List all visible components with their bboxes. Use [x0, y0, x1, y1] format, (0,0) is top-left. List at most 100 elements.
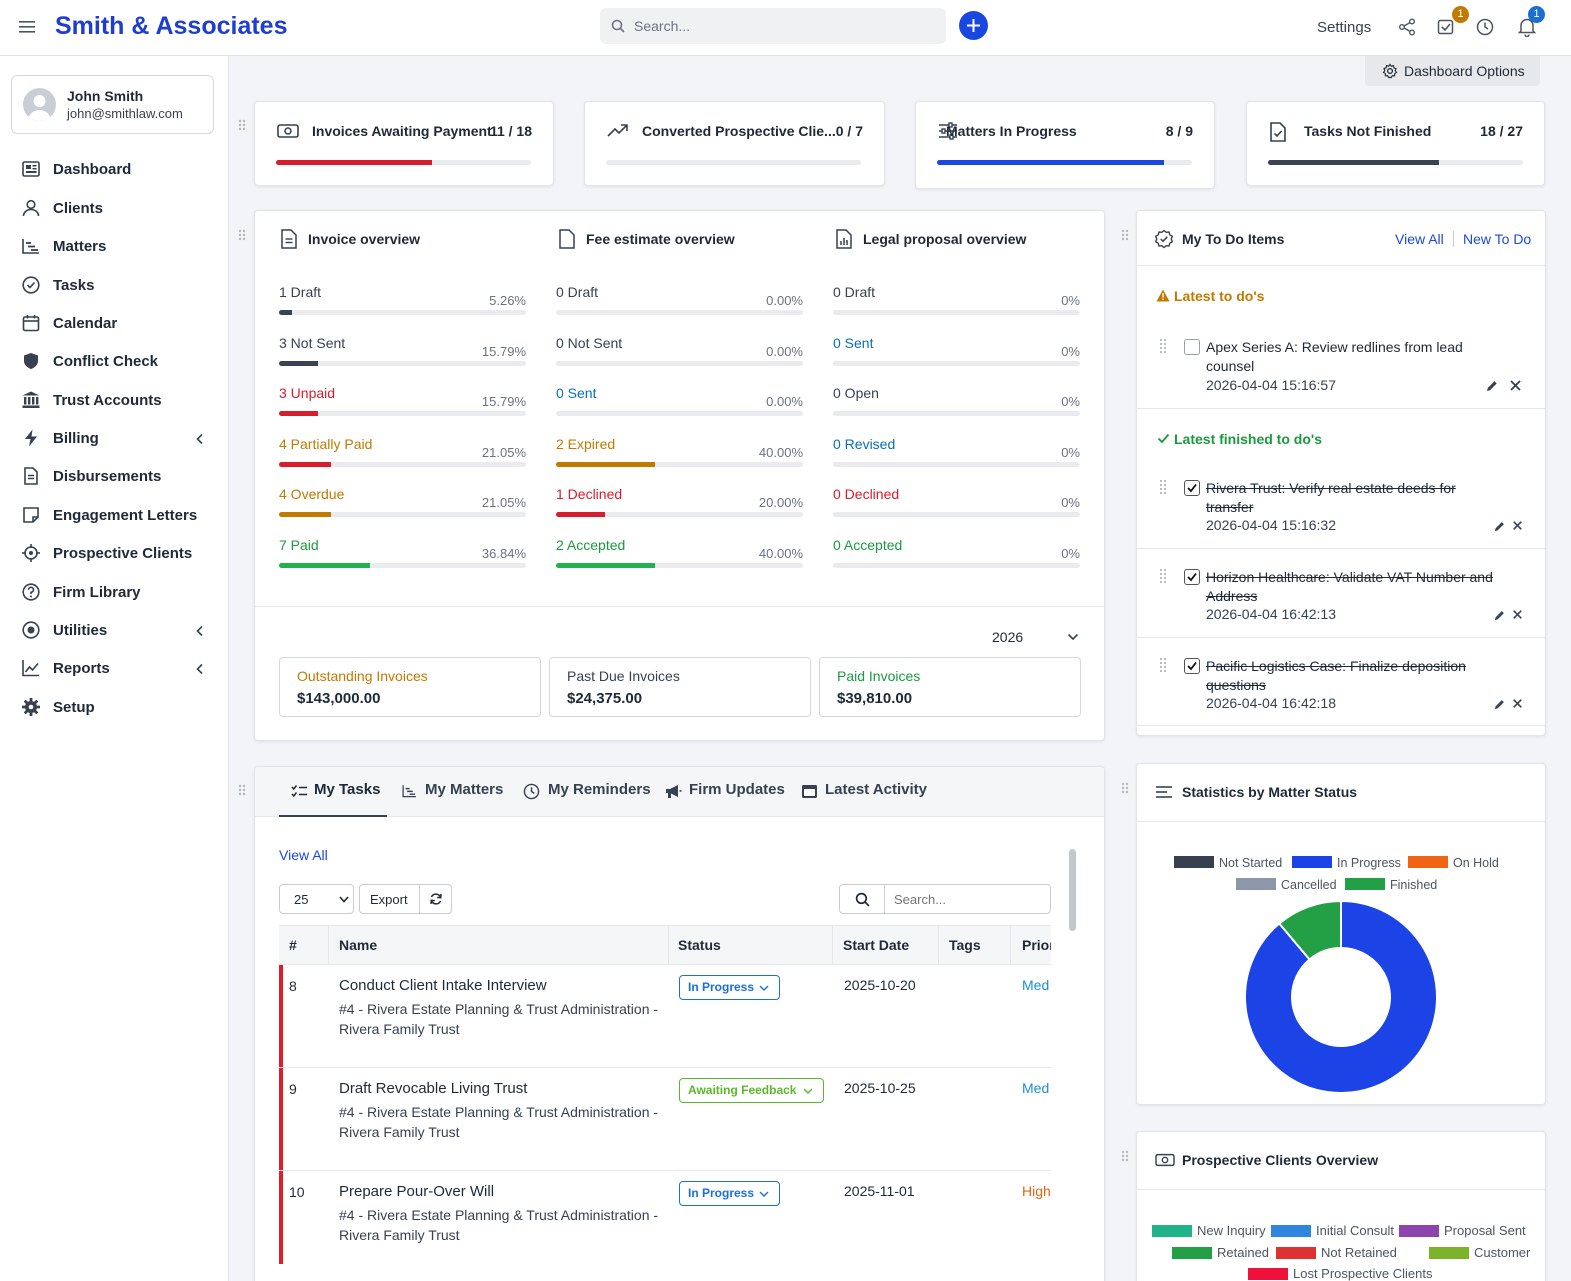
task-name[interactable]: Draft Revocable Living Trust	[339, 1080, 528, 1097]
legend-label[interactable]: New Inquiry	[1197, 1223, 1266, 1238]
legend-label[interactable]: Finished	[1390, 878, 1437, 892]
legend-swatch[interactable]	[1172, 1247, 1212, 1259]
todo-checkbox[interactable]	[1184, 339, 1200, 355]
scrollbar[interactable]	[1068, 845, 1078, 1265]
legend-label[interactable]: Customer	[1474, 1245, 1531, 1260]
dashboard-options-button[interactable]: Dashboard Options	[1365, 56, 1540, 86]
column-header[interactable]: #	[289, 937, 297, 953]
drag-handle-icon[interactable]	[1159, 479, 1167, 495]
brand-title[interactable]: Smith & Associates	[55, 12, 288, 40]
task-matter[interactable]: #4 - Rivera Estate Planning & Trust Admi…	[339, 1104, 659, 1140]
sidebar-item-utilities[interactable]: Utilities	[0, 614, 229, 648]
drag-handle-icon[interactable]	[1159, 338, 1167, 354]
sidebar-item-dashboard[interactable]: Dashboard	[0, 153, 229, 187]
overview-row-label[interactable]: 2 Accepted	[556, 537, 626, 553]
edit-icon[interactable]	[1493, 609, 1506, 622]
task-name[interactable]: Conduct Client Intake Interview	[339, 977, 547, 994]
column-header[interactable]: Start Date	[843, 937, 910, 953]
task-name[interactable]: Prepare Pour-Over Will	[339, 1183, 495, 1200]
tab-my-reminders[interactable]: My Reminders	[548, 781, 651, 798]
stat-card-invoices[interactable]: Invoices Awaiting Payment 11 / 18	[254, 101, 554, 186]
legend-label[interactable]: Initial Consult	[1316, 1223, 1395, 1238]
legend-label[interactable]: Proposal Sent	[1444, 1223, 1526, 1238]
close-icon[interactable]	[1509, 379, 1522, 392]
year-select[interactable]: 2026	[981, 628, 1081, 648]
legend-label[interactable]: Lost Prospective Clients	[1293, 1266, 1433, 1281]
task-matter[interactable]: #4 - Rivera Estate Planning & Trust Admi…	[339, 1207, 659, 1243]
status-dropdown[interactable]: Awaiting Feedback	[679, 1078, 824, 1103]
overview-row-label[interactable]: 0 Revised	[833, 435, 896, 452]
legend-label[interactable]: Retained	[1217, 1245, 1270, 1260]
user-card[interactable]: John Smith john@smithlaw.com	[11, 75, 214, 134]
overview-row-label[interactable]: 0 Open	[833, 385, 879, 402]
past-due-invoices-box[interactable]: Past Due Invoices $24,375.00	[549, 657, 811, 717]
legend-label[interactable]: Not Started	[1219, 856, 1282, 870]
legend-swatch[interactable]	[1399, 1225, 1439, 1237]
global-search[interactable]	[600, 8, 946, 44]
drag-handle-icon[interactable]	[238, 784, 246, 796]
tab-my-tasks[interactable]: My Tasks	[314, 781, 381, 798]
sidebar-item-engagement-letters[interactable]: Engagement Letters	[0, 499, 229, 533]
legend-swatch[interactable]	[1429, 1247, 1469, 1259]
sidebar-item-prospective-clients[interactable]: Prospective Clients	[0, 537, 229, 571]
table-row[interactable]: 10 Prepare Pour-Over Will #4 - Rivera Es…	[279, 1171, 1051, 1264]
tab-latest-activity[interactable]: Latest Activity	[825, 781, 927, 798]
legend-swatch[interactable]	[1408, 856, 1448, 868]
overview-row-label[interactable]: 3 Not Sent	[279, 334, 346, 351]
donut-slice-finished[interactable]	[1277, 899, 1342, 961]
table-row[interactable]: 8 Conduct Client Intake Interview #4 - R…	[279, 965, 1051, 1068]
drag-handle-icon[interactable]	[1121, 782, 1129, 794]
todo-checkbox-checked[interactable]	[1184, 658, 1200, 674]
view-all-tasks-link[interactable]: View All	[279, 847, 328, 863]
legend-swatch[interactable]	[1276, 1247, 1316, 1259]
drag-handle-icon[interactable]	[1121, 229, 1129, 241]
sidebar-item-billing[interactable]: Billing	[0, 422, 229, 456]
overview-row-label[interactable]: 4 Partially Paid	[279, 435, 373, 452]
search-input[interactable]	[634, 8, 934, 44]
outstanding-invoices-box[interactable]: Outstanding Invoices $143,000.00	[279, 657, 541, 717]
paid-invoices-box[interactable]: Paid Invoices $39,810.00	[819, 657, 1081, 717]
settings-link[interactable]: Settings	[1317, 19, 1372, 36]
sidebar-item-conflict-check[interactable]: Conflict Check	[0, 345, 229, 379]
legend-label[interactable]: On Hold	[1453, 856, 1499, 870]
close-icon[interactable]	[1512, 520, 1523, 531]
status-dropdown[interactable]: In Progress	[679, 1181, 780, 1206]
drag-handle-icon[interactable]	[1159, 568, 1167, 584]
export-button[interactable]: Export	[370, 892, 408, 907]
column-header[interactable]: Prior	[1022, 937, 1051, 953]
sidebar-item-matters[interactable]: Matters	[0, 230, 229, 264]
legend-swatch[interactable]	[1152, 1225, 1192, 1237]
overview-row-label[interactable]: 0 Sent	[833, 334, 874, 351]
sidebar-item-disbursements[interactable]: Disbursements	[0, 460, 229, 494]
sidebar-item-calendar[interactable]: Calendar	[0, 307, 229, 341]
close-icon[interactable]	[1512, 609, 1523, 620]
overview-row-label[interactable]: 2 Expired	[556, 435, 616, 452]
legend-swatch[interactable]	[1292, 856, 1332, 868]
overview-row-label[interactable]: 1 Draft	[279, 284, 322, 300]
column-header[interactable]: Tags	[949, 937, 981, 953]
tab-firm-updates[interactable]: Firm Updates	[689, 781, 785, 798]
legend-swatch[interactable]	[1236, 878, 1276, 890]
column-header[interactable]: Name	[339, 937, 378, 953]
table-row[interactable]: 9 Draft Revocable Living Trust #4 - Rive…	[279, 1068, 1051, 1171]
scrollbar-thumb[interactable]	[1069, 849, 1076, 931]
sidebar-item-tasks[interactable]: Tasks	[0, 269, 229, 303]
stat-card-tasks[interactable]: Tasks Not Finished 18 / 27	[1246, 101, 1545, 186]
edit-icon[interactable]	[1485, 379, 1499, 393]
clock-icon[interactable]	[1476, 18, 1494, 36]
page-size-select[interactable]: 25	[279, 884, 354, 914]
overview-row-label[interactable]: 0 Not Sent	[556, 334, 623, 351]
sidebar-item-setup[interactable]: Setup	[0, 691, 229, 725]
drag-handle-icon[interactable]	[1159, 657, 1167, 673]
legend-label[interactable]: In Progress	[1337, 856, 1401, 870]
overview-row-label[interactable]: 0 Draft	[556, 284, 599, 300]
edit-icon[interactable]	[1493, 520, 1506, 533]
legend-label[interactable]: Cancelled	[1281, 878, 1337, 892]
drag-handle-icon[interactable]	[238, 229, 246, 241]
share-icon[interactable]	[1398, 18, 1416, 36]
sidebar-item-reports[interactable]: Reports	[0, 652, 229, 686]
drag-handle-icon[interactable]	[238, 119, 246, 131]
overview-row-label[interactable]: 0 Draft	[833, 284, 876, 300]
edit-icon[interactable]	[1493, 698, 1506, 711]
task-check-icon[interactable]	[1437, 18, 1455, 36]
